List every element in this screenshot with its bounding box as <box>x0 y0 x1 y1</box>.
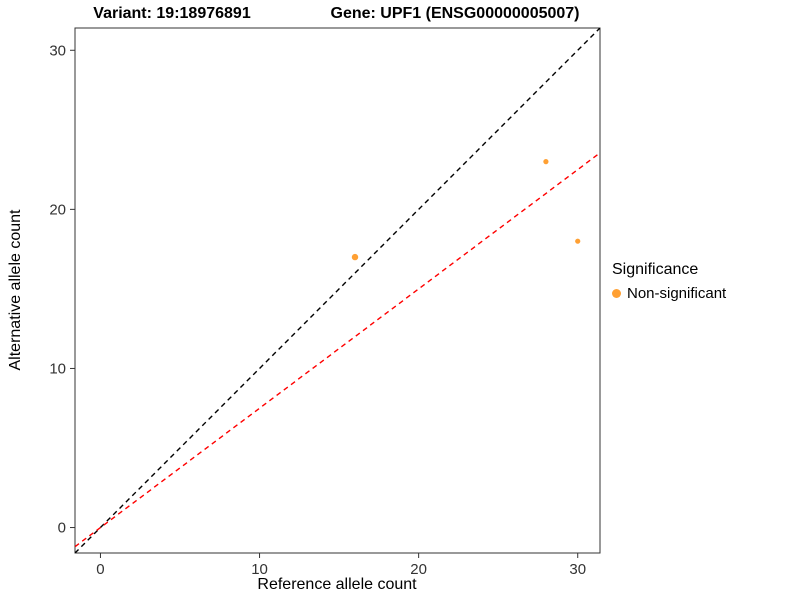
legend-item-label: Non-significant <box>627 285 727 302</box>
legend: Significance Non-significant <box>612 261 726 302</box>
y-tick-label: 0 <box>58 520 66 537</box>
plot-title-variant: Variant: 19:18976891 <box>93 5 251 22</box>
x-tick-label: 30 <box>569 561 586 578</box>
x-axis-label: Reference allele count <box>257 576 417 593</box>
data-point <box>575 238 581 244</box>
y-tick-label: 30 <box>49 42 66 59</box>
legend-point-icon <box>612 289 621 298</box>
y-tick-label: 10 <box>49 360 66 377</box>
x-tick-label: 10 <box>251 561 268 578</box>
data-point <box>543 159 549 165</box>
identity-line <box>75 28 600 553</box>
y-tick-label: 20 <box>49 201 66 218</box>
x-tick-label: 20 <box>410 561 427 578</box>
data-point <box>351 253 359 261</box>
legend-title: Significance <box>612 261 699 278</box>
y-axis-label: Alternative allele count <box>7 209 24 371</box>
legend-item: Non-significant <box>612 285 726 302</box>
x-tick-label: 0 <box>96 561 104 578</box>
ratio-line <box>75 152 600 548</box>
plot-title-gene: Gene: UPF1 (ENSG00000005007) <box>330 5 580 22</box>
